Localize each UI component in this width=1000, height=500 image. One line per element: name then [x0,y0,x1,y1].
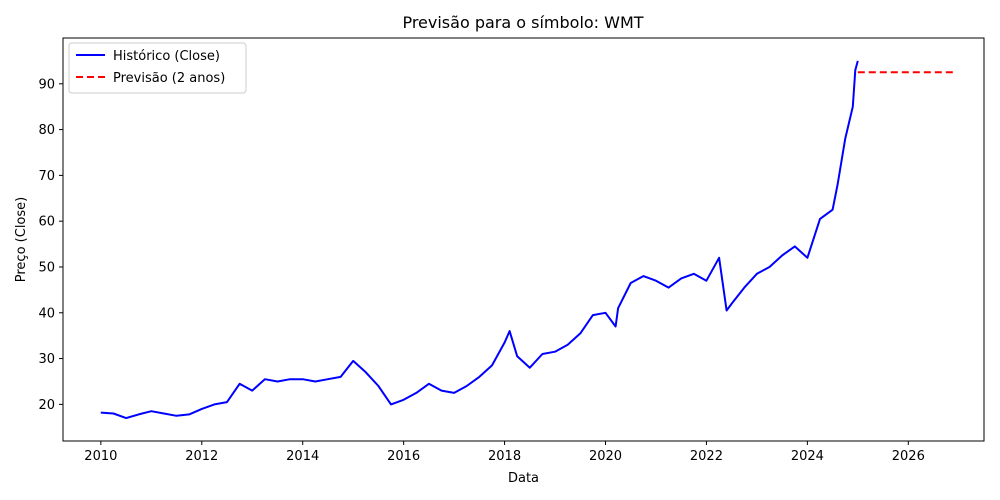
x-tick-label: 2024 [791,449,824,464]
legend: Histórico (Close) Previsão (2 anos) [68,42,247,94]
legend-label-2: Previsão (2 anos) [113,71,225,86]
y-axis-label: Preço (Close) [14,197,29,282]
x-tick-label: 2012 [185,449,218,464]
y-axis-ticks: 20 30 40 50 60 70 80 90 [38,77,63,413]
plot-frame [62,37,985,442]
y-tick-label: 50 [38,260,55,275]
x-tick-label: 2014 [286,449,319,464]
x-tick-label: 2020 [589,449,622,464]
y-tick-label: 40 [38,306,55,321]
series-line-1 [100,60,859,420]
y-tick-label: 60 [38,215,55,230]
y-tick-label: 80 [38,123,55,138]
x-tick-label: 2010 [84,449,117,464]
y-tick-label: 90 [38,77,55,92]
series-layer [100,60,954,420]
x-tick-label: 2022 [690,449,723,464]
y-tick-label: 70 [38,169,55,184]
x-tick-label: 2016 [387,449,420,464]
x-tick-label: 2026 [892,449,925,464]
y-tick-label: 20 [38,398,55,413]
x-axis-ticks: 2010 2012 2014 2016 2018 2020 2022 2024 2026 [84,441,925,464]
legend-label-1: Histórico (Close) [113,49,220,64]
legend-box [68,42,247,94]
y-tick-label: 30 [38,352,55,367]
x-axis-label: Data [508,471,539,486]
chart-title: Previsão para o símbolo: WMT [402,13,643,32]
x-tick-label: 2018 [488,449,521,464]
